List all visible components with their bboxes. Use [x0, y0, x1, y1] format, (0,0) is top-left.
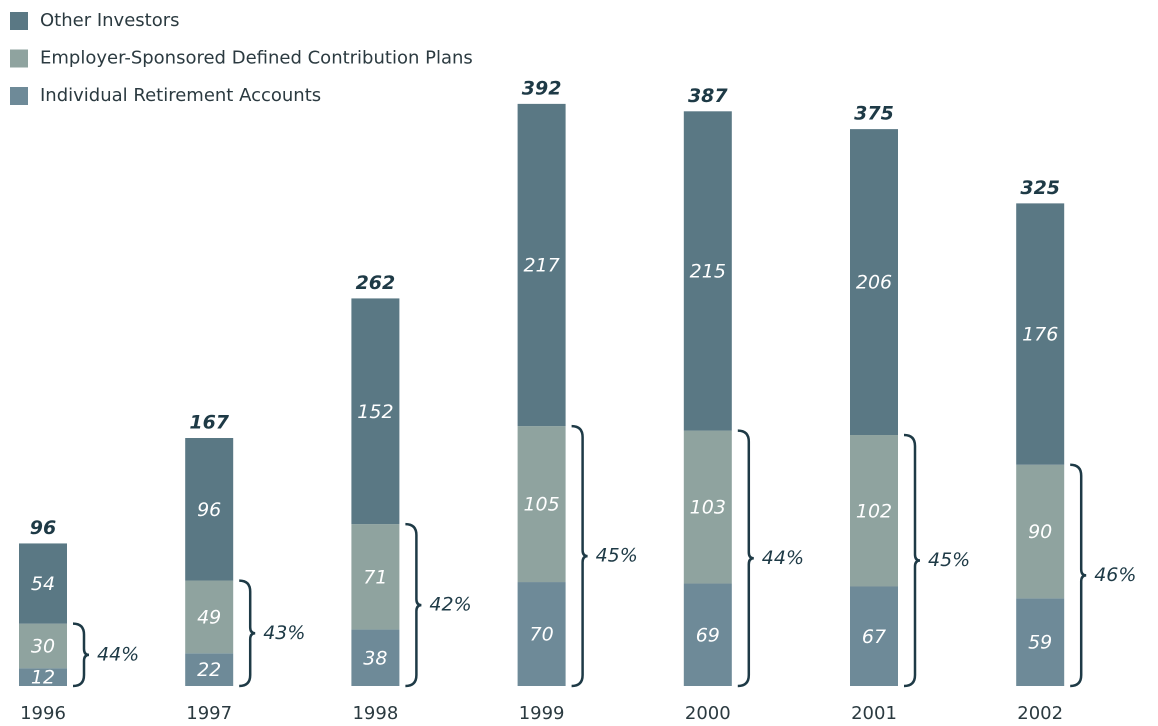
bar-segment: [351, 524, 400, 630]
segment-label: 49: [197, 606, 221, 628]
bar-segment: [185, 580, 234, 654]
segment-label: 105: [523, 494, 559, 516]
total-label: 167: [189, 412, 229, 434]
x-tick-label: 2001: [851, 703, 897, 724]
segment-label: 38: [363, 647, 387, 669]
x-tick-label: 2000: [685, 703, 731, 724]
bracket: [1070, 463, 1087, 688]
total-label: 387: [688, 85, 728, 107]
bar-segment: [517, 426, 566, 583]
bar-segment: [1016, 598, 1065, 686]
legend-swatch: [10, 12, 28, 30]
total-label: 375: [854, 103, 894, 125]
total-label: 96: [30, 517, 56, 539]
bar-segment: [517, 582, 566, 686]
x-tick-label: 1996: [20, 703, 66, 724]
x-tick-label: 1998: [352, 703, 398, 724]
bar-segment: [351, 298, 400, 525]
bar-segment: [850, 129, 898, 436]
bracket: [571, 424, 588, 688]
share-label: 42%: [429, 594, 471, 616]
bar-segment: [1016, 203, 1065, 465]
bar-segment: [850, 435, 898, 587]
segment-label: 69: [696, 624, 720, 646]
share-label: 45%: [928, 549, 970, 571]
legend-label: Employer-Sponsored Defined Contribution …: [40, 48, 473, 69]
x-tick-label: 2002: [1017, 703, 1063, 724]
bracket: [405, 522, 422, 688]
bar-segment: [850, 586, 898, 686]
legend-swatch: [10, 87, 28, 105]
bracket: [72, 622, 90, 688]
share-label: 45%: [596, 545, 638, 567]
share-label: 46%: [1094, 564, 1136, 586]
x-tick-label: 1997: [186, 703, 232, 724]
bar-segment: [19, 668, 67, 686]
bar-segment: [351, 629, 400, 686]
bar-segment: [1016, 464, 1065, 599]
segment-label: 12: [31, 667, 55, 689]
total-label: 392: [522, 77, 562, 99]
share-label: 43%: [263, 622, 305, 644]
bracket: [239, 579, 256, 688]
segment-label: 152: [357, 401, 393, 423]
total-label: 325: [1020, 177, 1060, 199]
bar-segment: [683, 430, 732, 584]
segment-label: 59: [1028, 632, 1052, 654]
share-label: 44%: [97, 643, 139, 665]
legend-label: Other Investors: [40, 10, 180, 31]
bar-segment: [19, 623, 67, 669]
segment-label: 96: [197, 499, 221, 521]
segment-label: 54: [31, 573, 55, 595]
bracket: [737, 429, 754, 688]
segment-label: 22: [197, 659, 221, 681]
segment-label: 90: [1028, 521, 1052, 543]
segment-label: 206: [856, 272, 892, 294]
segment-label: 71: [363, 566, 387, 588]
legend-swatch: [10, 49, 28, 68]
segment-label: 67: [862, 626, 886, 648]
bar-segment: [683, 111, 732, 431]
bracket: [903, 433, 921, 688]
bar-segment: [19, 543, 67, 624]
segment-label: 70: [530, 624, 554, 646]
bar-segment: [517, 103, 566, 427]
x-tick-label: 1999: [519, 703, 565, 724]
bar-segment: [683, 583, 732, 686]
segment-label: 176: [1022, 324, 1058, 346]
total-label: 262: [356, 272, 396, 294]
bar-segment: [185, 438, 234, 581]
segment-label: 215: [690, 260, 726, 282]
segment-label: 217: [523, 255, 559, 277]
bar-segment: [185, 653, 234, 686]
legend-label: Individual Retirement Accounts: [40, 85, 321, 106]
segment-label: 102: [856, 500, 892, 522]
segment-label: 103: [690, 497, 726, 519]
segment-label: 30: [31, 635, 55, 657]
share-label: 44%: [762, 547, 804, 569]
